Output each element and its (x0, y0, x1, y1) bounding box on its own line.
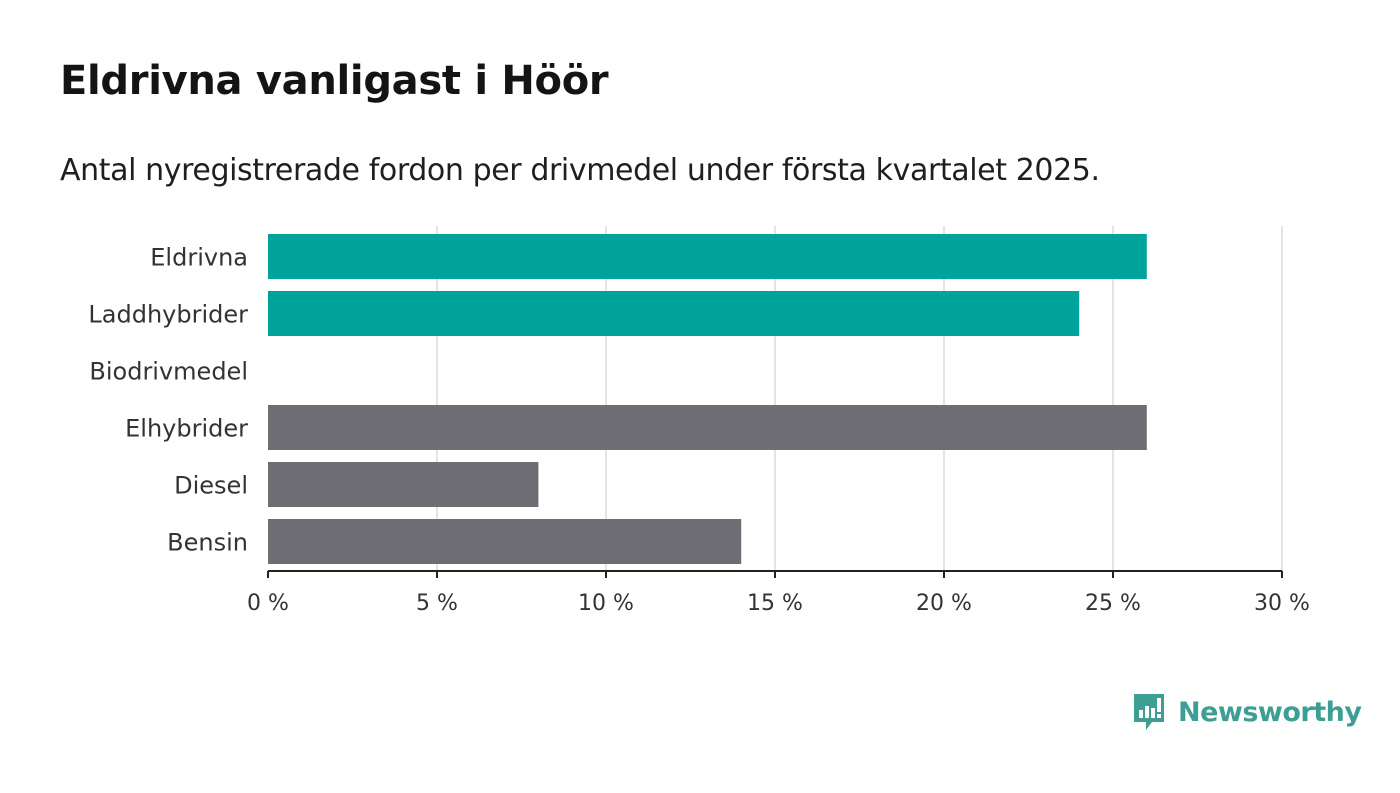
x-tick-label: 0 % (247, 591, 289, 616)
x-tick-label: 25 % (1085, 591, 1141, 616)
bars (268, 234, 1147, 564)
newsworthy-logo-icon (1134, 694, 1164, 730)
bar-chart: Eldrivna Laddhybrider Biodrivmedel Elhybrid… (88, 226, 1310, 616)
bar-elhybrider (268, 405, 1147, 450)
category-label: Elhybrider (125, 415, 248, 443)
grid-lines (436, 226, 1283, 571)
category-label: Eldrivna (150, 244, 248, 272)
x-tick-label: 20 % (916, 591, 972, 616)
bar-diesel (268, 462, 539, 507)
x-tick-label: 5 % (416, 591, 458, 616)
category-label: Laddhybrider (88, 301, 248, 329)
category-labels: Eldrivna Laddhybrider Biodrivmedel Elhybrid… (88, 244, 248, 557)
category-label: Biodrivmedel (89, 358, 248, 386)
x-tick-label: 10 % (578, 591, 634, 616)
brand-name: Newsworthy (1178, 696, 1362, 728)
bar-eldrivna (268, 234, 1147, 279)
newsworthy-logo: Newsworthy (1132, 692, 1362, 732)
x-tick-label: 30 % (1254, 591, 1310, 616)
category-label: Diesel (174, 472, 248, 500)
category-label: Bensin (167, 529, 248, 557)
x-axis: 0 % 5 % 10 % 15 % 20 % 25 % 30 % (247, 570, 1310, 616)
chart-title: Eldrivna vanligast i Höör (60, 58, 609, 104)
chart-subtitle: Antal nyregistrerade fordon per drivmede… (60, 153, 1100, 188)
x-tick-label: 15 % (747, 591, 803, 616)
bar-laddhybrider (268, 291, 1080, 336)
bar-bensin (268, 519, 742, 564)
